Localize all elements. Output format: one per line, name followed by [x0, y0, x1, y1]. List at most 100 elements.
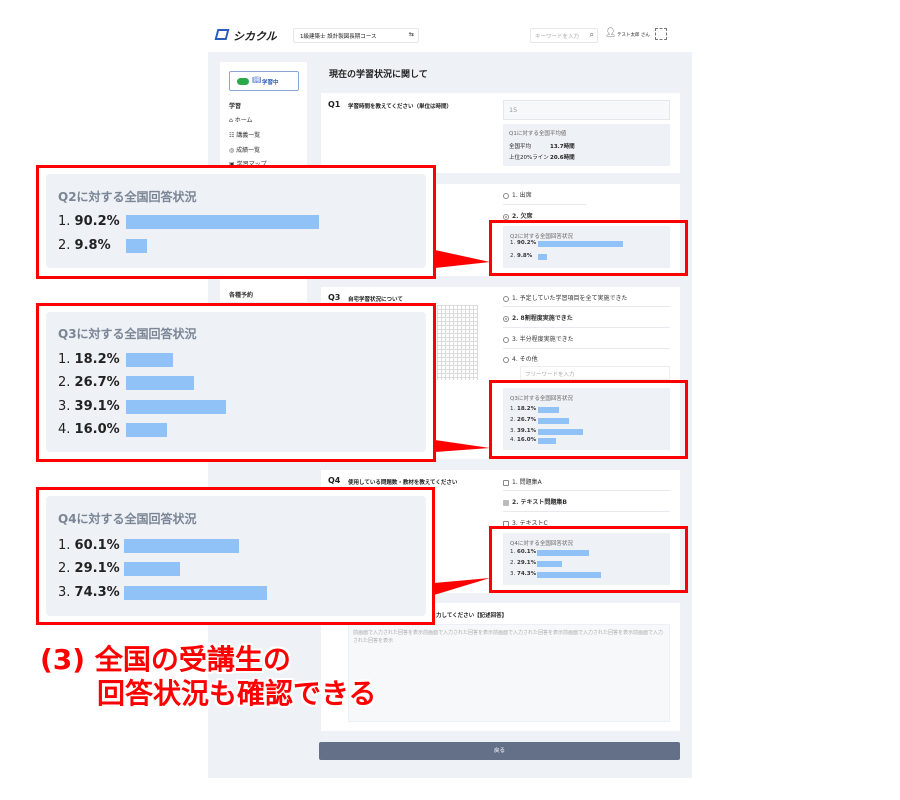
q3-callout-result-label: 3. 39.1%: [58, 399, 120, 414]
q2-callout-title: Q2に対する全国回答状況: [58, 190, 197, 204]
option-number: 3.: [58, 399, 71, 414]
radio[interactable]: [503, 336, 509, 343]
percent: 39.1%: [74, 399, 120, 414]
option-label: 1. 予定していた学習項目を全て実施できた: [512, 295, 628, 302]
percent: 9.8%: [517, 253, 533, 259]
radio[interactable]: [503, 295, 509, 302]
percent: 26.7%: [517, 417, 537, 423]
radio[interactable]: [503, 192, 509, 199]
top-value: 20.6時間: [550, 155, 575, 161]
option-number: 3.: [510, 428, 516, 434]
q1-question: 学習時間を教えてください（単位は時間）: [348, 104, 453, 110]
percent: 16.0%: [517, 437, 537, 443]
q3-callout-result-label: 2. 26.7%: [58, 375, 120, 390]
q3-connector: [435, 440, 490, 452]
q4-stats-result-label: 3. 74.3%: [510, 571, 536, 577]
radio-selected[interactable]: [503, 213, 509, 220]
q4-stats-result-label: 2. 29.1%: [510, 560, 536, 566]
divider: [503, 490, 670, 491]
radio[interactable]: [503, 356, 509, 363]
q4-callout-result-label: 2. 29.1%: [58, 561, 120, 576]
q4-stats-result-label: 1. 60.1%: [510, 549, 536, 555]
checkbox[interactable]: [503, 479, 509, 486]
q2-option-2[interactable]: 2. 欠席: [503, 211, 533, 220]
q3-number: Q3: [328, 293, 341, 302]
divider: [503, 306, 670, 307]
sidebar-item-grades[interactable]: ◎ 成績一覧: [229, 145, 260, 154]
q4-stats-bar: [537, 550, 589, 556]
checkbox-checked[interactable]: [503, 499, 509, 506]
q4-option-1[interactable]: 1. 問題集A: [503, 477, 542, 486]
q1-answer-input[interactable]: 15: [503, 100, 670, 120]
q3-stats-highlight: [489, 380, 688, 459]
sidebar-section-reserve: 各種予約: [229, 292, 254, 299]
percent: 90.2%: [517, 240, 537, 246]
option-number: 1.: [58, 352, 71, 367]
q3-stats-result-label: 1. 18.2%: [510, 406, 536, 412]
q2-stats-result-label: 2. 9.8%: [510, 253, 532, 259]
q2-callout-bar: [126, 239, 147, 253]
option-number: 3.: [510, 571, 516, 577]
q4-number: Q4: [328, 476, 341, 485]
percent: 29.1%: [517, 560, 537, 566]
q2-option-1[interactable]: 1. 出席: [503, 190, 532, 199]
q2-callout-result-label: 2. 9.8%: [58, 238, 111, 253]
option-label: 4. その他: [512, 356, 538, 363]
back-button[interactable]: 戻る: [319, 742, 680, 760]
q3-question: 自宅学習状況について: [348, 297, 403, 303]
q2-callout-bar: [126, 215, 320, 229]
q3-freeword-input[interactable]: フリーワードを入力: [520, 366, 670, 380]
q4-option-2[interactable]: 2. テキスト問題集B: [503, 497, 567, 506]
q4-callout-title: Q4に対する全国回答状況: [58, 512, 197, 526]
percent: 39.1%: [517, 428, 537, 434]
q4-callout: [36, 487, 435, 625]
q3-stats-bar: [538, 429, 583, 435]
q1-answer-value: 15: [509, 106, 518, 114]
q5-answer-textarea[interactable]: 前画面で入力された回答を表示前画面で入力された回答を表示前画面で入力された回答を…: [348, 624, 670, 722]
sidebar-item-lectures[interactable]: ☷ 講義一覧: [229, 130, 260, 139]
study-toggle[interactable]: 📖︎ 学習中: [229, 71, 299, 91]
option-number: 1.: [58, 538, 71, 553]
sidebar-item-map[interactable]: ▣ 学習マップ: [229, 159, 267, 168]
q3-callout-result-label: 4. 16.0%: [58, 422, 120, 437]
sidebar-item-home[interactable]: ⌂ ホーム: [229, 115, 253, 124]
q4-stats-highlight: [489, 526, 688, 593]
avg-value: 13.7時間: [550, 144, 575, 150]
sidebar-section-study: 学習: [229, 103, 242, 110]
caption-line-2: 回答状況も確認できる: [97, 677, 377, 710]
header: シカクル 1級建築士 設計製図長期コース ⇆ キーワードを入力 ⌕ 👤︎ テスト…: [208, 20, 692, 52]
q2-stats: [503, 226, 670, 268]
course-select[interactable]: 1級建築士 設計製図長期コース ⇆: [293, 28, 419, 43]
q2-stats-bar: [538, 254, 548, 260]
sidebar-item-label: 成績一覧: [236, 147, 261, 154]
percent: 74.3%: [517, 571, 537, 577]
filter-icon: ⇆: [408, 31, 414, 38]
medal-icon: ◎: [229, 147, 237, 154]
user-name[interactable]: テスト太郎 さん: [617, 33, 650, 38]
q3-stats-result-label: 2. 26.7%: [510, 417, 536, 423]
lecture-icon: ☷: [229, 132, 237, 139]
q3-option-2[interactable]: 2. 8割程度実施できた: [503, 313, 573, 322]
option-label: 2. 8割程度実施できた: [512, 315, 573, 322]
divider: [503, 327, 670, 328]
q3-option-4[interactable]: 4. その他: [503, 354, 538, 363]
q3-option-3[interactable]: 3. 半分程度実施できた: [503, 334, 574, 343]
q2-callout-result-label: 1. 90.2%: [58, 214, 120, 229]
logo: シカクル: [233, 30, 277, 43]
search-icon[interactable]: ⌕: [589, 30, 594, 39]
q4-question: 使用している問題数・教材を教えてください: [348, 480, 458, 486]
qr-icon[interactable]: [655, 28, 667, 40]
q4-stats-bar: [537, 572, 601, 578]
sidebar-item-label: 講義一覧: [236, 132, 261, 139]
q2-connector: [435, 250, 490, 268]
q3-callout-title: Q3に対する全国回答状況: [58, 327, 197, 341]
home-icon: ⌂: [229, 117, 235, 124]
q2-stats-result-label: 1. 90.2%: [510, 240, 536, 246]
radio-selected[interactable]: [503, 315, 509, 322]
toggle-switch[interactable]: [237, 78, 249, 85]
search-input[interactable]: キーワードを入力 ⌕: [530, 28, 598, 43]
option-number: 2.: [58, 375, 71, 390]
q3-option-1[interactable]: 1. 予定していた学習項目を全て実施できた: [503, 293, 627, 302]
drawing-thumbnail[interactable]: [437, 305, 478, 380]
percent: 18.2%: [517, 406, 537, 412]
